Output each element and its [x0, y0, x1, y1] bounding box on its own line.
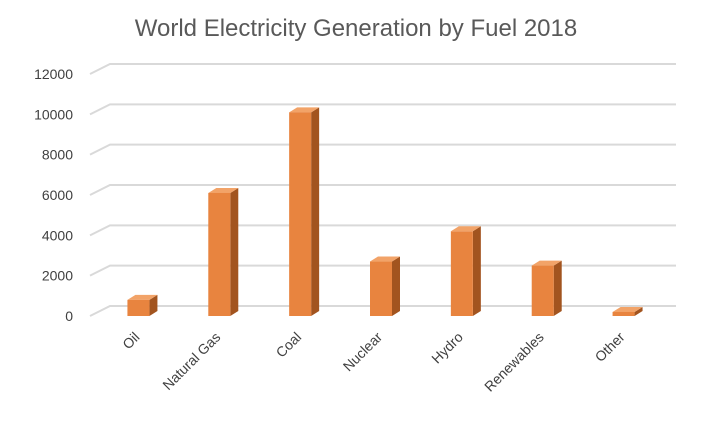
bar	[289, 107, 320, 316]
x-category-label: Natural Gas	[159, 329, 223, 393]
y-tick-label: 2000	[42, 268, 73, 284]
gridline	[89, 305, 676, 317]
bar-top	[450, 226, 481, 232]
gridline	[89, 143, 676, 156]
bar-top	[208, 187, 239, 193]
bar-front	[370, 261, 392, 316]
bar-front	[127, 299, 150, 316]
y-tick-label: 8000	[42, 147, 73, 163]
chart-title: World Electricity Generation by Fuel 201…	[135, 15, 577, 42]
x-category-label: Hydro	[428, 329, 466, 367]
bars	[127, 107, 643, 316]
bar-front	[612, 311, 635, 316]
bar-front	[531, 265, 554, 316]
gridline	[89, 264, 676, 277]
x-category-label: Renewables	[481, 329, 547, 395]
bar-side	[149, 294, 158, 316]
bar	[370, 256, 400, 316]
bar-side	[553, 260, 562, 316]
bar-top	[370, 256, 400, 262]
bar	[531, 260, 562, 316]
gridline	[89, 184, 676, 196]
bar-top	[531, 260, 562, 266]
gridline	[89, 63, 676, 75]
bar	[612, 306, 643, 316]
y-tick-label: 0	[65, 308, 73, 324]
bar-side	[392, 256, 400, 316]
y-axis-ticks: 0 2000 4000 6000 8000 10000 12000	[34, 66, 73, 324]
bar-front	[208, 192, 231, 316]
bar	[127, 294, 158, 316]
y-tick-label: 12000	[34, 66, 73, 82]
gridline	[89, 103, 676, 116]
bar	[208, 187, 239, 316]
y-tick-label: 4000	[42, 227, 73, 243]
bar-side	[634, 306, 643, 316]
x-category-label: Oil	[119, 329, 142, 352]
bar-side	[472, 226, 481, 316]
bar-front	[450, 231, 473, 316]
x-category-label: Nuclear	[340, 329, 386, 375]
bar-front	[289, 112, 312, 316]
gridline	[89, 224, 676, 237]
bar-top	[289, 107, 320, 113]
x-category-label: Coal	[273, 329, 305, 361]
y-tick-label: 6000	[42, 187, 73, 203]
bar	[450, 226, 481, 316]
gridlines	[89, 63, 676, 317]
x-category-label: Other	[592, 329, 628, 365]
x-axis-categories: Oil Natural Gas Coal Nuclear Hydro Renewables…	[119, 329, 628, 395]
bar-top	[612, 306, 643, 312]
y-tick-label: 10000	[34, 106, 73, 122]
bar-side	[311, 107, 320, 316]
bar-side	[230, 187, 239, 316]
bar-top	[127, 294, 158, 300]
